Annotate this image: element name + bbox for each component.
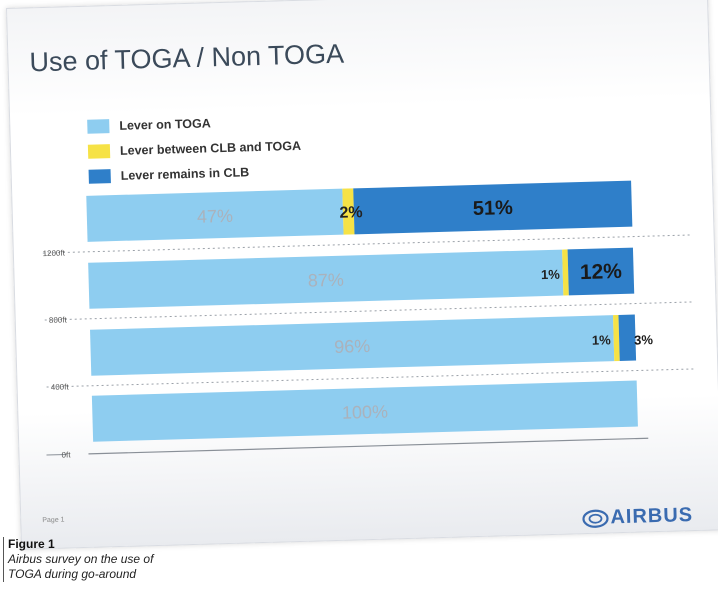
data-label: 1% [592,332,612,348]
bar-segment [613,315,620,362]
grid-line [44,301,695,321]
data-label: 3% [634,332,654,348]
caption-text: Airbus survey on the use of TOGA during … [8,552,154,581]
bar-segment [90,315,615,376]
bar-segment [562,249,569,296]
data-label: 100% [342,401,389,422]
data-label: 47% [197,206,234,227]
data-label: 87% [308,270,345,291]
baseline [88,437,649,455]
bar-segment [567,247,635,296]
grid-line [46,368,697,388]
y-tick-label: 0ft [61,450,71,459]
caption-title: Figure 1 [8,537,55,551]
bar-segment [86,188,344,242]
bar-segment [353,180,633,235]
bar-segment [342,188,355,235]
airbus-swirl-icon [582,509,609,528]
data-label: 12% [580,260,623,284]
presentation-slide: Use of TOGA / Non TOGA Lever on TOGA Lev… [6,0,718,550]
data-label: 2% [339,204,363,222]
stacked-bar-chart: 1200ft 800ft 400ft 0ft 47% 2% 51% 87% 1% 12% 96% 1%… [42,180,697,460]
y-tick-label: 400ft [51,382,70,392]
page-number: Page 1 [42,516,65,525]
data-label: 51% [472,197,513,220]
y-tick-label: 1200ft [42,248,65,258]
data-label: 1% [541,267,561,283]
logo-text: AIRBUS [610,504,694,529]
figure-caption: Figure 1 Airbus survey on the use of TOG… [3,537,158,582]
airbus-logo: AIRBUS [580,504,693,530]
data-label: 96% [334,336,371,357]
y-tick-label: 800ft [49,315,68,325]
bar-segment [88,249,564,309]
baseline-tick [46,453,67,456]
bar-segment [91,380,638,442]
grid-line [42,234,693,254]
bar-segment [618,314,637,362]
